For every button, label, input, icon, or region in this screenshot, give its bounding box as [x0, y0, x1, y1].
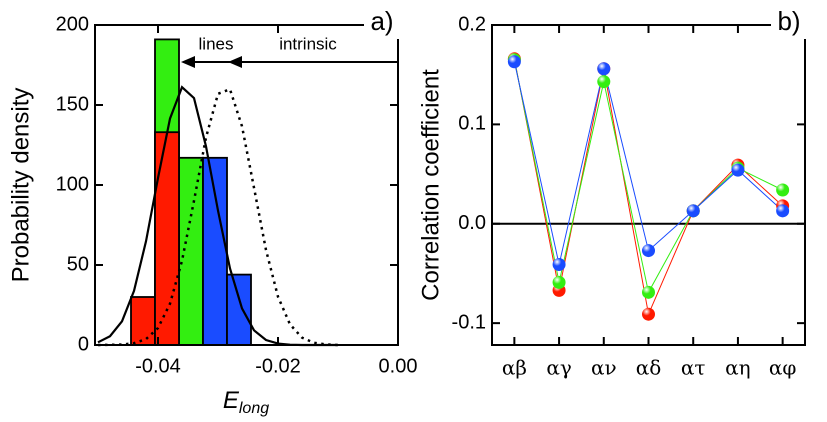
- x-tick-label: αβ: [502, 356, 527, 380]
- x-axis-label-main: E: [223, 387, 240, 414]
- annotation: intrinsic: [279, 34, 337, 53]
- curve: [97, 87, 339, 347]
- y-tick-label: 0: [78, 333, 89, 355]
- arrow-head: [181, 56, 195, 68]
- x-tick-label: -0.02: [255, 355, 301, 377]
- x-tick-label: αδ: [636, 356, 662, 380]
- marker: [776, 204, 790, 218]
- y-axis-label: Probability density: [7, 88, 34, 283]
- histogram-bar: [226, 273, 252, 346]
- y-tick-label: 0.1: [458, 113, 486, 135]
- marker: [642, 244, 655, 258]
- x-tick-label: ατ: [681, 356, 706, 380]
- marker: [642, 307, 655, 321]
- y-tick-label: -0.1: [452, 311, 486, 333]
- x-axis-label-subscript: long: [239, 400, 269, 417]
- panel-label-bg: [771, 11, 807, 39]
- panel-label: a): [370, 6, 393, 36]
- annotation: lines: [199, 34, 234, 53]
- y-tick-label: 0.0: [458, 212, 486, 234]
- marker: [776, 183, 790, 197]
- histogram-bar: [130, 296, 156, 346]
- marker: [731, 163, 745, 177]
- panel-label-bg: [364, 11, 400, 39]
- series-line: [513, 58, 783, 316]
- marker: [597, 62, 611, 76]
- histogram-bar: [178, 156, 204, 346]
- x-axis-label: Elong: [223, 387, 269, 417]
- marker: [597, 75, 611, 89]
- x-tick-label: αφ: [769, 356, 797, 380]
- x-tick-label: 0.00: [379, 355, 418, 377]
- histogram-bar: [202, 156, 228, 346]
- y-tick-label: 50: [67, 253, 89, 275]
- x-tick-label: αν: [591, 356, 617, 380]
- x-tick-label: αγ: [546, 356, 571, 380]
- y-tick-label: 150: [56, 93, 89, 115]
- marker: [552, 258, 566, 272]
- histogram-bar: [154, 131, 180, 346]
- y-tick-label: 100: [56, 173, 89, 195]
- x-tick-label: -0.04: [135, 355, 181, 377]
- marker: [507, 55, 521, 69]
- arrow-head: [228, 56, 242, 68]
- series-line: [513, 59, 783, 294]
- marker: [686, 204, 700, 218]
- x-tick-label: αη: [725, 356, 751, 380]
- y-tick-label: 0.2: [458, 13, 486, 35]
- panel-label: b): [777, 6, 800, 36]
- marker: [642, 285, 655, 299]
- y-axis-label: Correlation coefficient: [417, 69, 444, 301]
- marker: [552, 275, 566, 289]
- y-tick-label: 200: [56, 13, 89, 35]
